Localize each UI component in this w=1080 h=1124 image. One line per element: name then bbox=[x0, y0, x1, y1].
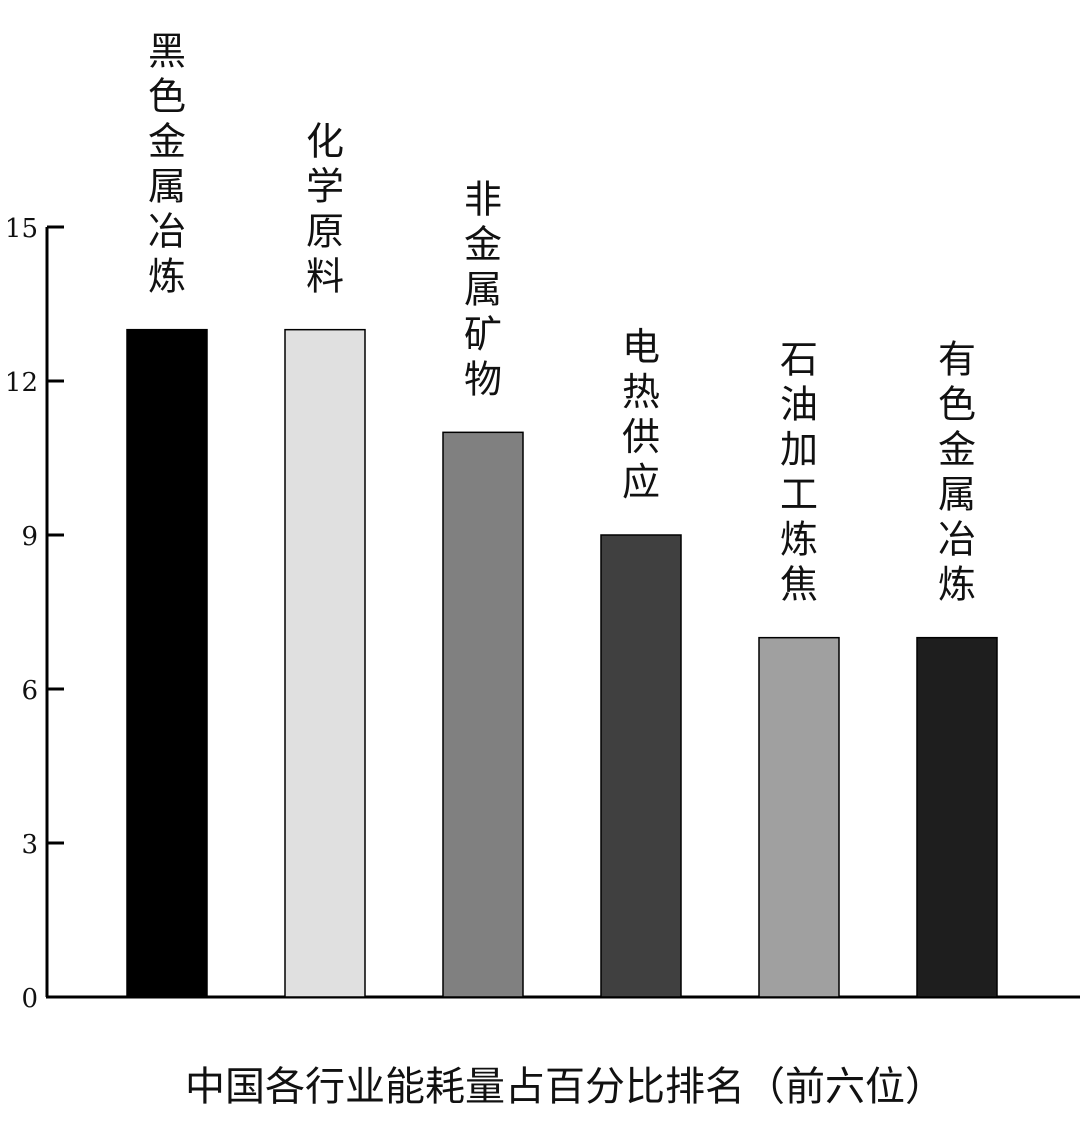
y-tick-label: 12 bbox=[5, 368, 38, 398]
chart-title: 中国各行业能耗量占百分比排名（前六位） bbox=[185, 1064, 945, 1110]
y-ticks: 0 3 6 9 12 15 bbox=[5, 214, 64, 1014]
bar bbox=[916, 636, 998, 998]
y-tick-label: 15 bbox=[5, 214, 38, 244]
y-tick-label: 0 bbox=[21, 984, 38, 1014]
bar-category-label: 有色金属冶炼 bbox=[938, 338, 976, 607]
bars bbox=[126, 328, 998, 998]
y-tick-label: 9 bbox=[21, 522, 38, 552]
bar bbox=[284, 328, 366, 998]
bar-category-label: 非金属矿物 bbox=[464, 177, 502, 401]
bar bbox=[442, 431, 524, 998]
bar-category-label: 石油加工炼焦 bbox=[780, 338, 818, 607]
y-tick-label: 6 bbox=[21, 676, 38, 706]
bar bbox=[600, 534, 682, 998]
bar-category-label: 化学原料 bbox=[306, 120, 344, 299]
bar bbox=[758, 636, 840, 998]
bar-category-label: 电热供应 bbox=[622, 325, 660, 504]
y-tick-label: 3 bbox=[21, 830, 38, 860]
bar-category-label: 黑色金属冶炼 bbox=[148, 30, 186, 299]
bar bbox=[126, 328, 208, 998]
